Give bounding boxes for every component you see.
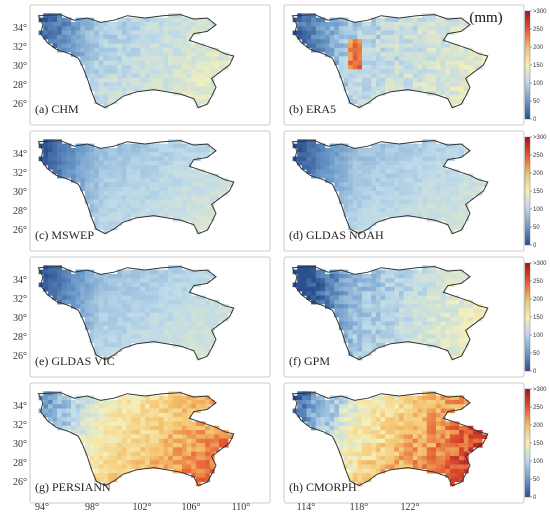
map-panel: (e) GLDAS VIC	[29, 256, 271, 378]
latitude-tick: 30°	[13, 439, 27, 450]
latitude-tick: 30°	[13, 187, 27, 198]
colorbar-tick-label: 150	[533, 441, 544, 447]
colorbar-tick-label: 50	[533, 225, 540, 231]
colorbar-tick-label: 50	[533, 351, 540, 357]
colorbar: >300 250 200 150 100 50 0	[524, 387, 547, 501]
colorbar-tick-label: 150	[533, 63, 544, 69]
panel-label: (f) GPM	[289, 354, 330, 368]
colorbar: >300 250 200 150 100 50 0	[524, 261, 547, 375]
colorbar-tick-label: 0	[533, 117, 537, 123]
longitude-tick: 110°	[232, 502, 251, 513]
panel-label: (a) CHM	[35, 102, 79, 116]
colorbar-tick-label: 200	[533, 423, 544, 429]
latitude-tick: 26°	[13, 477, 27, 488]
latitude-tick: 28°	[13, 80, 27, 91]
colorbar-tick-label: 100	[533, 333, 544, 339]
panel-label: (g) PERSIANN	[35, 480, 111, 494]
map-panel: (c) MSWEP	[29, 130, 271, 252]
latitude-tick: 32°	[13, 168, 27, 179]
longitude-tick: 98°	[85, 502, 99, 513]
latitude-tick: 28°	[13, 206, 27, 217]
basin-outline	[291, 392, 489, 487]
basin-outline	[37, 266, 235, 361]
map-panel: (h) CMORPH >300 250 200 150 100 50 0	[283, 382, 547, 504]
colorbar-tick-label: 100	[533, 459, 544, 465]
map-panel: (d) GLDAS NOAH >300 250 200 150 100 50 0	[283, 130, 547, 252]
map-panel: (f) GPM >300 250 200 150 100 50 0	[283, 256, 547, 378]
colorbar-tick-label: 50	[533, 99, 540, 105]
longitude-tick: 118°	[350, 502, 369, 513]
longitude-tick: 106°	[182, 502, 201, 513]
colorbar: >300 250 200 150 100 50 0	[524, 135, 547, 249]
map-panel: (g) PERSIANN	[29, 382, 271, 504]
latitude-tick: 34°	[13, 23, 27, 34]
colorbar-tick-label: >300	[533, 261, 547, 267]
precipitation-grid	[292, 265, 488, 361]
precipitation-grid	[292, 13, 488, 109]
latitude-tick: 28°	[13, 458, 27, 469]
colorbar: >300 250 200 150 100 50 0	[524, 9, 547, 123]
colorbar-tick-label: 200	[533, 45, 544, 51]
precipitation-grid	[38, 391, 234, 487]
colorbar-tick-label: 250	[533, 27, 544, 33]
latitude-tick: 26°	[13, 351, 27, 362]
panel-label: (b) ERA5	[289, 102, 336, 116]
precipitation-grid	[292, 391, 488, 487]
colorbar-tick-label: 50	[533, 477, 540, 483]
map-panel: (a) CHM	[29, 4, 271, 126]
precipitation-grid	[38, 139, 234, 235]
precipitation-grid	[38, 265, 234, 361]
panel-label: (e) GLDAS VIC	[35, 354, 115, 368]
latitude-tick: 32°	[13, 420, 27, 431]
latitude-tick: 34°	[13, 149, 27, 160]
colorbar-tick-label: 150	[533, 315, 544, 321]
longitude-tick: 114°	[297, 502, 316, 513]
precipitation-grid	[292, 139, 488, 235]
colorbar-tick-label: >300	[533, 9, 547, 15]
latitude-tick: 26°	[13, 225, 27, 236]
unit-label: (mm)	[469, 10, 502, 26]
colorbar-tick-label: 250	[533, 153, 544, 159]
panel-label: (c) MSWEP	[35, 228, 94, 242]
basin-outline	[37, 14, 235, 109]
basin-outline	[291, 266, 489, 361]
colorbar-tick-label: 150	[533, 189, 544, 195]
precipitation-grid	[38, 13, 234, 109]
basin-outline	[291, 14, 489, 109]
basin-outline	[37, 392, 235, 487]
colorbar-tick-label: >300	[533, 387, 547, 393]
longitude-tick: 102°	[133, 502, 152, 513]
latitude-tick: 26°	[13, 99, 27, 110]
colorbar-tick-label: 250	[533, 279, 544, 285]
latitude-tick: 30°	[13, 313, 27, 324]
latitude-tick: 34°	[13, 401, 27, 412]
latitude-tick: 34°	[13, 275, 27, 286]
latitude-tick: 30°	[13, 61, 27, 72]
longitude-tick: 122°	[401, 502, 420, 513]
panel-label: (h) CMORPH	[289, 480, 357, 494]
colorbar-tick-label: 0	[533, 369, 537, 375]
colorbar-tick-label: 100	[533, 81, 544, 87]
colorbar-tick-label: 200	[533, 297, 544, 303]
latitude-tick: 28°	[13, 332, 27, 343]
latitude-tick: 32°	[13, 42, 27, 53]
basin-outline	[291, 140, 489, 235]
map-panel: (b) ERA5 >300 250 200 150 100 50 0	[283, 4, 547, 126]
basin-outline	[37, 140, 235, 235]
panel-label: (d) GLDAS NOAH	[289, 228, 384, 242]
colorbar-tick-label: 100	[533, 207, 544, 213]
colorbar-tick-label: 0	[533, 495, 537, 501]
colorbar-tick-label: 200	[533, 171, 544, 177]
longitude-tick: 94°	[35, 502, 49, 513]
colorbar-tick-label: 0	[533, 243, 537, 249]
colorbar-tick-label: >300	[533, 135, 547, 141]
colorbar-tick-label: 250	[533, 405, 544, 411]
latitude-tick: 32°	[13, 294, 27, 305]
